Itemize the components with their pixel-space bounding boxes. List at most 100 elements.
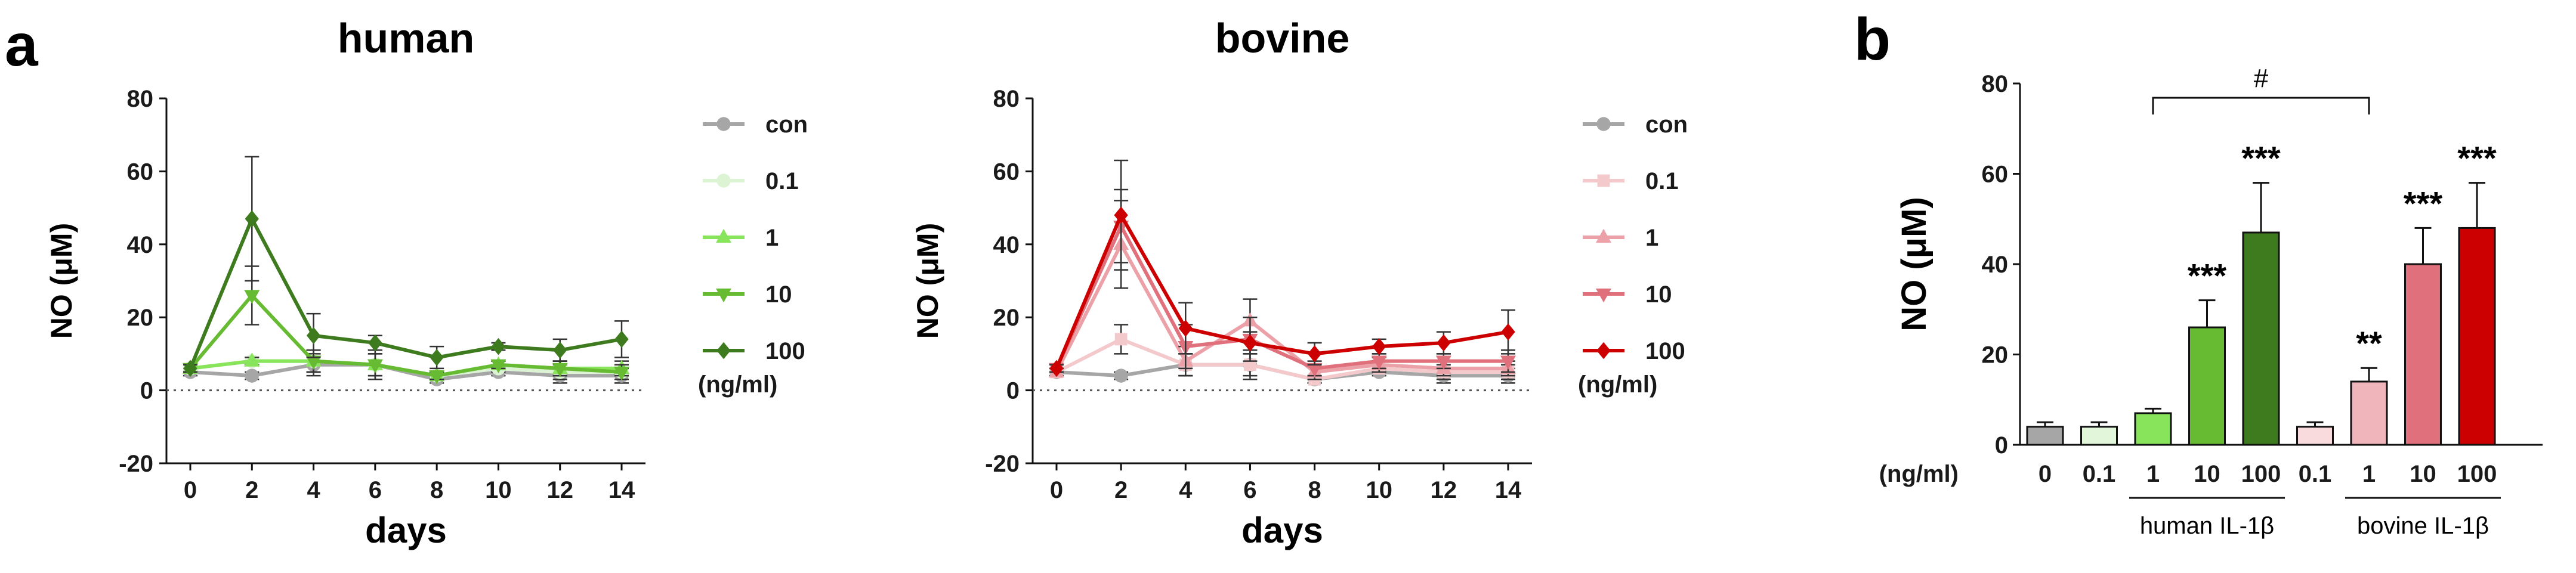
legend-marker [1596,288,1611,303]
legend-marker [1596,117,1611,131]
y-tick-label: 20 [993,305,1020,331]
y-tick-label: 0 [1995,432,2008,459]
data-point [1114,206,1128,224]
data-point [367,359,383,374]
y-axis-title: NO (μM) [911,223,944,339]
x-tick-label: 0 [2038,461,2052,487]
bar [2458,227,2496,446]
x-tick-label: 10 [1366,477,1392,503]
y-tick-label: 40 [993,232,1020,258]
x-tick-label: 12 [1431,477,1457,503]
legend-marker [716,288,731,303]
legend-unit: (ng/ml) [1578,371,1657,398]
bar [2350,380,2388,446]
bar-chart: NO (μM) 80 60 40 20 0 0 0.1 1 10 *** 100 *** 0.1 1 ** 10… [1879,64,2543,539]
bar [2026,426,2064,446]
data-point [614,330,629,348]
group-label: human IL-1β [2140,513,2274,539]
data-point [306,327,321,345]
y-tick-label: 80 [1982,71,2009,97]
x-tick-label: 2 [245,477,258,503]
data-point [368,334,382,352]
legend-label: 100 [1645,338,1685,364]
x-tick-label: 0.1 [2299,461,2332,487]
legend-label: 0.1 [765,168,799,194]
legend-marker [1597,174,1610,187]
data-point [553,341,567,359]
series-4 [1049,159,1515,377]
bar [2080,426,2118,446]
x-tick-label: 6 [1243,477,1256,503]
legend-marker [716,174,731,188]
x-tick-label: 2 [1114,477,1128,503]
y-tick-label: 80 [993,86,1020,112]
series-line [189,292,622,378]
data-point [1500,355,1516,370]
legend-label: 10 [765,281,792,308]
bar [2188,326,2226,446]
data-point [1437,334,1451,352]
data-point [1049,360,1064,377]
y-axis-title: NO (μM) [45,223,78,339]
y-tick-label: 0 [140,378,153,404]
x-tick-label: 0.1 [2083,461,2116,487]
series-line [1055,337,1508,382]
x-tick-label: 8 [1308,477,1321,503]
legend-label: con [765,111,808,138]
data-point [1178,320,1193,337]
series-line [1055,222,1508,370]
data-point [245,368,259,383]
x-tick-label: 4 [1179,477,1193,503]
x-tick-label: 1 [2362,461,2376,487]
significance-marker: *** [2188,257,2227,295]
data-point [1371,355,1387,370]
series-line [189,214,622,370]
legend: con 0.1 1 10 100 (ng/ml) [698,111,808,398]
y-tick-label: 40 [127,232,154,258]
x-tick-label: 10 [2410,461,2436,487]
data-point [491,337,506,355]
x-tick-label: 6 [369,477,382,503]
x-tick-label: 14 [609,477,635,503]
data-point [1114,368,1128,383]
series-line [1055,211,1509,370]
legend-label: con [1645,111,1688,138]
y-tick-label: 20 [1982,342,2009,368]
series-4 [183,156,629,377]
legend-label: 1 [1645,225,1658,251]
legend-label: 100 [765,338,805,364]
series-line [1055,240,1508,374]
data-point [183,360,197,377]
significance-marker: ** [2356,324,2382,362]
legend: con 0.1 1 10 100 (ng/ml) [1578,111,1688,398]
x-tick-label: 100 [2241,461,2281,487]
bar [2134,412,2172,446]
data-point [1114,333,1128,346]
data-point [245,210,259,228]
x-tick-label: 100 [2457,461,2497,487]
x-tick-label: 0 [1050,477,1063,503]
data-point [429,370,445,385]
legend-marker [1596,342,1611,360]
x-tick-label: 4 [307,477,320,503]
y-tick-label: 60 [1982,162,2009,188]
data-point [1372,337,1386,355]
bar [2404,263,2442,446]
x-tick-label: 14 [1495,477,1522,503]
legend-marker [1596,228,1611,243]
data-point [1306,363,1323,377]
x-tick-label: 0 [184,477,197,503]
chart-title: bovine [1215,15,1350,61]
bar [2296,426,2334,446]
y-tick-label: -20 [985,451,1020,477]
legend-label: 1 [765,225,779,251]
legend-label: 10 [1645,281,1672,308]
line-chart-human: human NO (μM) days 80 60 40 20 0 -20 0 2 4 6 8 10 12 14 c… [45,15,808,550]
data-point [244,352,260,367]
y-tick-label: 60 [993,159,1020,185]
data-point [1435,355,1451,370]
x-axis-title: days [365,510,447,550]
data-point [305,355,322,370]
y-tick-label: 80 [127,86,154,112]
